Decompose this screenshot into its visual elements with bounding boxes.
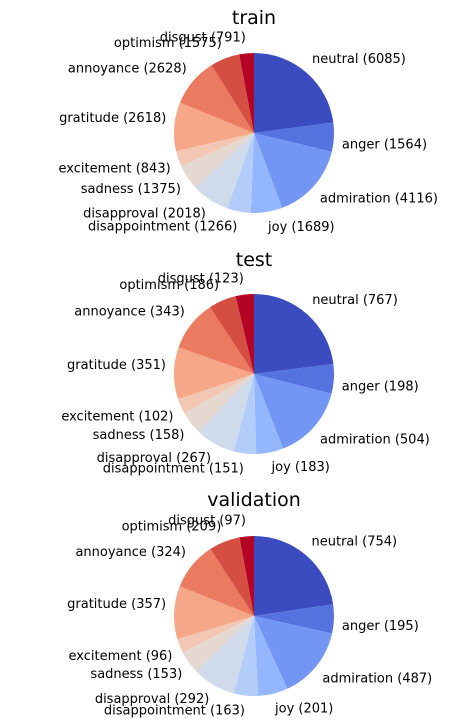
pie-slices-validation bbox=[173, 536, 334, 697]
pie-slice-disgust bbox=[239, 53, 254, 133]
pie-slice-disappointment bbox=[233, 374, 257, 455]
pie-title-validation: validation bbox=[207, 489, 301, 511]
pie-slice-disgust bbox=[239, 536, 254, 616]
pie-slice-gratitude bbox=[174, 102, 254, 152]
pie-test: test neutral (767) anger (198) admiration … bbox=[61, 249, 429, 476]
pie-slice-annoyance bbox=[179, 548, 254, 616]
pie-slice-excitement bbox=[177, 616, 254, 653]
pie-slice-gratitude bbox=[173, 586, 254, 640]
pie-slice-sadness bbox=[181, 133, 254, 188]
pie-slice-disapproval bbox=[198, 374, 254, 452]
pie-label-admiration: admiration (504) bbox=[320, 432, 430, 447]
pie-label-neutral: neutral (6085) bbox=[312, 52, 406, 67]
pie-label-neutral: neutral (767) bbox=[312, 293, 398, 308]
pie-slice-excitement bbox=[178, 374, 254, 414]
pie-label-joy: joy (201) bbox=[274, 702, 333, 717]
pie-label-annoyance: annoyance (2628) bbox=[68, 61, 187, 76]
pie-label-joy: joy (1689) bbox=[267, 220, 335, 235]
pie-slice-disapproval bbox=[195, 133, 254, 209]
pie-title-train: train bbox=[232, 7, 276, 29]
pie-slice-optimism bbox=[209, 296, 254, 374]
pie-labels-test: neutral (767) anger (198) admiration (504)… bbox=[61, 272, 429, 477]
pie-label-annoyance: annoyance (343) bbox=[74, 305, 185, 320]
pie-label-disapproval: disapproval (292) bbox=[95, 692, 209, 707]
pie-slice-disapproval bbox=[196, 616, 254, 694]
pie-label-annoyance: annoyance (324) bbox=[75, 545, 186, 560]
pie-labels-train: neutral (6085) anger (1564) admiration (41… bbox=[59, 30, 438, 235]
pie-label-optimism: optimism (186) bbox=[119, 278, 219, 293]
pie-slices-test bbox=[173, 294, 335, 455]
pie-slice-excitement bbox=[176, 133, 254, 167]
pie-labels-validation: neutral (754) anger (195) admiration (487)… bbox=[67, 513, 432, 718]
pie-label-sadness: sadness (153) bbox=[90, 667, 182, 682]
pie-label-anger: anger (198) bbox=[342, 379, 419, 394]
pie-label-disgust: disgust (123) bbox=[158, 272, 244, 287]
pie-slice-annoyance bbox=[178, 307, 254, 374]
pie-slice-anger bbox=[254, 364, 335, 394]
pie-slice-admiration bbox=[254, 133, 332, 208]
pie-label-gratitude: gratitude (357) bbox=[67, 597, 166, 612]
pie-slice-neutral bbox=[254, 294, 334, 374]
pie-label-excitement: excitement (96) bbox=[68, 649, 172, 664]
pie-label-disappointment: disappointment (1266) bbox=[88, 219, 237, 234]
pie-slice-optimism bbox=[210, 537, 254, 616]
pie-validation: validation neutral (754) anger (195) admir… bbox=[67, 489, 432, 719]
pie-label-excitement: excitement (843) bbox=[59, 161, 171, 176]
pie-label-excitement: excitement (102) bbox=[61, 410, 173, 425]
pie-slice-disgust bbox=[235, 294, 254, 374]
pie-slice-neutral bbox=[254, 53, 334, 133]
pie-label-gratitude: gratitude (351) bbox=[67, 358, 166, 373]
pie-slice-disappointment bbox=[233, 616, 259, 697]
pie-slice-joy bbox=[254, 616, 288, 696]
pie-label-optimism: optimism (1575) bbox=[114, 36, 222, 51]
pie-slice-neutral bbox=[254, 536, 334, 616]
pie-label-anger: anger (1564) bbox=[342, 138, 427, 153]
pie-slice-optimism bbox=[211, 54, 254, 133]
pie-label-sadness: sadness (158) bbox=[93, 428, 185, 443]
pie-slice-admiration bbox=[254, 616, 333, 689]
pie-slice-disappointment bbox=[227, 133, 254, 213]
pie-label-anger: anger (195) bbox=[342, 619, 419, 634]
pie-label-disappointment: disappointment (151) bbox=[103, 461, 244, 476]
pie-slice-anger bbox=[254, 604, 334, 634]
pie-train: train neutral (6085) anger (1564) admirati… bbox=[59, 7, 438, 235]
pie-label-disgust: disgust (97) bbox=[168, 513, 246, 528]
pie-slice-gratitude bbox=[173, 347, 254, 400]
pie-label-disappointment: disappointment (163) bbox=[104, 704, 245, 719]
pie-slice-joy bbox=[254, 374, 284, 454]
pie-label-optimism: optimism (209) bbox=[122, 519, 222, 534]
pie-slice-sadness bbox=[182, 616, 254, 672]
pie-slice-annoyance bbox=[180, 65, 254, 133]
pie-label-neutral: neutral (754) bbox=[312, 534, 398, 549]
pie-label-gratitude: gratitude (2618) bbox=[59, 111, 166, 126]
pie-slices-train bbox=[174, 53, 335, 214]
pie-label-admiration: admiration (4116) bbox=[320, 191, 438, 206]
pie-label-admiration: admiration (487) bbox=[322, 671, 432, 686]
pie-label-sadness: sadness (1375) bbox=[81, 182, 181, 197]
pie-slice-anger bbox=[254, 122, 335, 152]
pie-slice-joy bbox=[250, 133, 283, 214]
pie-label-disapproval: disapproval (267) bbox=[97, 451, 211, 466]
pie-label-disgust: disgust (791) bbox=[160, 30, 246, 45]
pie-slice-sadness bbox=[184, 374, 254, 432]
pie-label-joy: joy (183) bbox=[271, 460, 330, 475]
pie-label-disapproval: disapproval (2018) bbox=[83, 207, 206, 222]
pie-slice-admiration bbox=[254, 374, 332, 449]
pie-title-test: test bbox=[236, 249, 273, 271]
